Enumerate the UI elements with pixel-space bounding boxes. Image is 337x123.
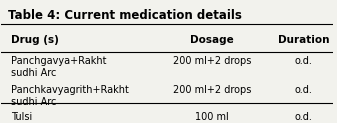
Text: Table 4: Current medication details: Table 4: Current medication details [8,9,242,22]
Text: 200 ml+2 drops: 200 ml+2 drops [173,85,251,95]
Text: o.d.: o.d. [295,56,312,66]
Text: Dosage: Dosage [190,35,234,45]
Text: 200 ml+2 drops: 200 ml+2 drops [173,56,251,66]
Text: 100 ml: 100 ml [195,112,229,122]
Text: Panchkavyagrith+Rakht
sudhi Arc: Panchkavyagrith+Rakht sudhi Arc [11,85,129,107]
Text: Tulsi: Tulsi [11,112,33,122]
Text: Drug (s): Drug (s) [11,35,59,45]
Text: Duration: Duration [278,35,329,45]
Text: o.d.: o.d. [295,85,312,95]
Text: o.d.: o.d. [295,112,312,122]
Text: Panchgavya+Rakht
sudhi Arc: Panchgavya+Rakht sudhi Arc [11,56,107,78]
